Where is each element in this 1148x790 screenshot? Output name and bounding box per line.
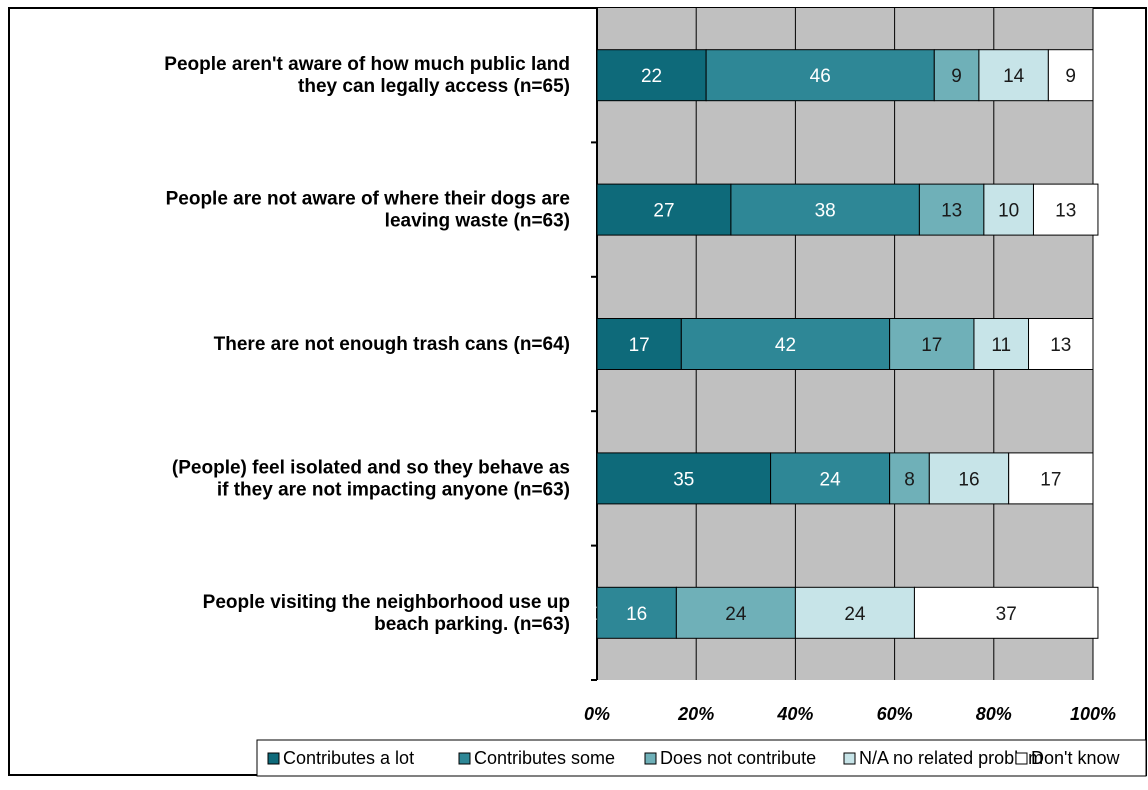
- legend-label-contributes-some: Contributes some: [474, 748, 615, 768]
- legend-label-don-t-know: Don't know: [1031, 748, 1120, 768]
- data-label-contributes-some-2: 38: [815, 201, 836, 222]
- legend-swatch-does-not-contribute: [644, 752, 657, 765]
- x-tick-label-60: 60%: [877, 704, 913, 724]
- legend-swatch-n-a-no-related-problem: [843, 752, 856, 765]
- data-label-does-not-contribute-2: 13: [941, 201, 962, 222]
- bar-contributes-some-4: [770, 452, 891, 505]
- data-label-contributes-a-lot-2: 27: [653, 201, 674, 222]
- data-label-n-a-no-related-problem-5: 24: [844, 604, 866, 625]
- bar-don-t-know-3: [1028, 318, 1094, 370]
- data-label-contributes-some-5: 16: [626, 604, 647, 625]
- category-label-2-line-2: leaving waste (n=63): [385, 211, 570, 232]
- category-label-5-line-1: People visiting the neighborhood use up: [203, 592, 570, 613]
- legend-label-does-not-contribute: Does not contribute: [660, 748, 816, 768]
- bar-does-not-contribute-3: [889, 318, 975, 370]
- data-label-contributes-some-4: 24: [820, 469, 842, 490]
- data-label-n-a-no-related-problem-3: 11: [991, 335, 1011, 356]
- bar-contributes-a-lot-4: [596, 452, 772, 505]
- category-label-3-line-1: There are not enough trash cans (n=64): [214, 334, 570, 355]
- x-tick-label-80: 80%: [976, 704, 1012, 724]
- bar-n-a-no-related-problem-5: [794, 586, 915, 639]
- bar-don-t-know-4: [1008, 452, 1094, 505]
- category-label-4-line-2: if they are not impacting anyone (n=63): [217, 479, 570, 500]
- x-tick-label-100: 100%: [1070, 704, 1116, 724]
- bar-contributes-some-1: [705, 49, 935, 102]
- data-label-don-t-know-5: 37: [996, 604, 1017, 625]
- legend-label-n-a-no-related-problem: N/A no related problem: [859, 748, 1043, 768]
- category-label-1-line-2: they can legally access (n=65): [298, 76, 570, 97]
- category-label-5-line-2: beach parking. (n=63): [374, 614, 570, 635]
- bar-contributes-some-5: [596, 586, 677, 639]
- bar-contributes-a-lot-1: [596, 49, 707, 102]
- bar-don-t-know-1: [1047, 49, 1094, 102]
- data-label-contributes-some-3: 42: [775, 335, 796, 356]
- data-label-does-not-contribute-5: 24: [725, 604, 747, 625]
- bar-contributes-a-lot-2: [596, 183, 732, 236]
- legend-swatch-contributes-some: [458, 752, 471, 765]
- x-tick-label-0: 0%: [584, 704, 610, 724]
- data-label-contributes-some-1: 46: [810, 66, 831, 87]
- x-tick-label-40: 40%: [776, 704, 813, 724]
- data-label-n-a-no-related-problem-2: 10: [998, 201, 1019, 222]
- bar-n-a-no-related-problem-2: [983, 183, 1034, 236]
- data-label-does-not-contribute-3: 17: [921, 335, 942, 356]
- data-label-don-t-know-2: 13: [1055, 201, 1076, 222]
- bar-contributes-some-3: [680, 318, 891, 370]
- bar-n-a-no-related-problem-3: [973, 318, 1030, 370]
- data-label-n-a-no-related-problem-4: 16: [958, 469, 979, 490]
- bar-does-not-contribute-5: [675, 586, 796, 639]
- bar-don-t-know-2: [1032, 183, 1099, 236]
- bar-n-a-no-related-problem-4: [928, 452, 1010, 505]
- data-label-don-t-know-1: 9: [1065, 66, 1076, 87]
- legend-label-contributes-a-lot: Contributes a lot: [283, 748, 414, 768]
- x-tick-label-20: 20%: [677, 704, 714, 724]
- category-label-1-line-1: People aren't aware of how much public l…: [164, 54, 570, 75]
- data-label-contributes-a-lot-3: 17: [629, 335, 650, 356]
- data-label-don-t-know-4: 17: [1040, 469, 1061, 490]
- legend-box: [256, 739, 1147, 777]
- bar-does-not-contribute-1: [933, 49, 980, 102]
- data-label-n-a-no-related-problem-1: 14: [1003, 66, 1025, 87]
- bar-contributes-a-lot-3: [596, 318, 682, 370]
- data-label-does-not-contribute-4: 8: [904, 469, 915, 490]
- data-label-contributes-a-lot-4: 35: [673, 469, 694, 490]
- bar-don-t-know-5: [913, 586, 1099, 639]
- data-label-don-t-know-3: 13: [1050, 335, 1071, 356]
- legend-swatch-don-t-know: [1015, 752, 1028, 765]
- legend-swatch-contributes-a-lot: [267, 752, 280, 765]
- data-label-does-not-contribute-1: 9: [951, 66, 962, 87]
- bar-does-not-contribute-2: [918, 183, 985, 236]
- data-label-contributes-a-lot-1: 22: [641, 66, 662, 87]
- bar-n-a-no-related-problem-1: [978, 49, 1049, 102]
- category-label-2-line-1: People are not aware of where their dogs…: [166, 189, 570, 210]
- category-label-4-line-1: (People) feel isolated and so they behav…: [172, 457, 570, 478]
